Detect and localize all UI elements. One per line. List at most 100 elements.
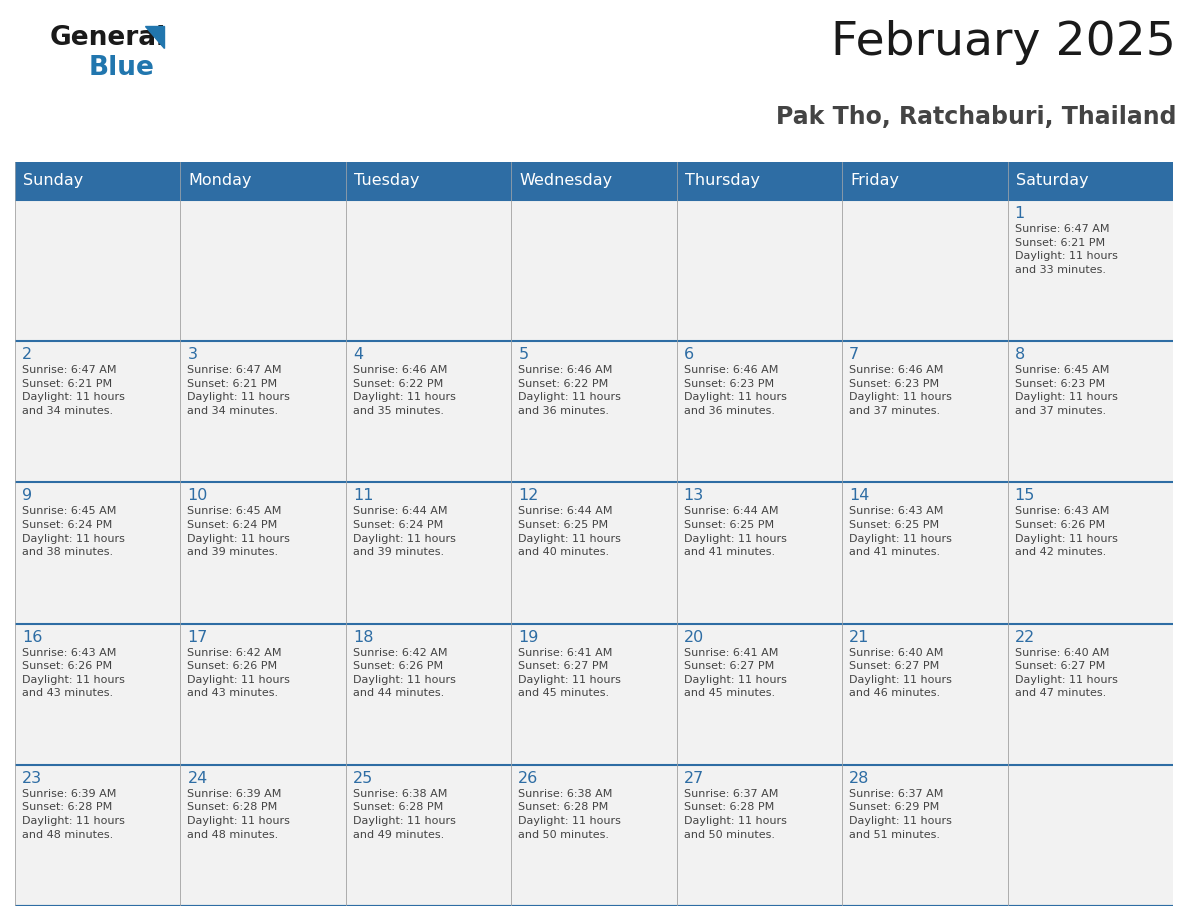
Bar	[842, 765, 1007, 906]
Bar	[346, 162, 511, 200]
Bar	[15, 162, 181, 200]
Bar	[181, 765, 346, 906]
Bar	[842, 200, 1007, 341]
Text: Sunrise: 6:45 AM
Sunset: 6:24 PM
Daylight: 11 hours
and 39 minutes.: Sunrise: 6:45 AM Sunset: 6:24 PM Dayligh…	[188, 507, 290, 557]
Bar	[677, 623, 842, 765]
Text: Sunrise: 6:43 AM
Sunset: 6:25 PM
Daylight: 11 hours
and 41 minutes.: Sunrise: 6:43 AM Sunset: 6:25 PM Dayligh…	[849, 507, 952, 557]
Text: Sunrise: 6:46 AM
Sunset: 6:22 PM
Daylight: 11 hours
and 36 minutes.: Sunrise: 6:46 AM Sunset: 6:22 PM Dayligh…	[518, 365, 621, 416]
Text: Sunrise: 6:37 AM
Sunset: 6:29 PM
Daylight: 11 hours
and 51 minutes.: Sunrise: 6:37 AM Sunset: 6:29 PM Dayligh…	[849, 789, 952, 840]
Bar	[181, 200, 346, 341]
Text: 4: 4	[353, 347, 364, 363]
Text: Sunrise: 6:43 AM
Sunset: 6:26 PM
Daylight: 11 hours
and 43 minutes.: Sunrise: 6:43 AM Sunset: 6:26 PM Dayligh…	[23, 647, 125, 699]
Text: 14: 14	[849, 488, 870, 503]
Text: 7: 7	[849, 347, 859, 363]
Text: Sunrise: 6:47 AM
Sunset: 6:21 PM
Daylight: 11 hours
and 34 minutes.: Sunrise: 6:47 AM Sunset: 6:21 PM Dayligh…	[23, 365, 125, 416]
Text: 26: 26	[518, 771, 538, 786]
Text: 13: 13	[684, 488, 704, 503]
Text: Sunrise: 6:42 AM
Sunset: 6:26 PM
Daylight: 11 hours
and 43 minutes.: Sunrise: 6:42 AM Sunset: 6:26 PM Dayligh…	[188, 647, 290, 699]
Bar	[511, 162, 677, 200]
Bar	[511, 623, 677, 765]
Text: Sunrise: 6:46 AM
Sunset: 6:23 PM
Daylight: 11 hours
and 36 minutes.: Sunrise: 6:46 AM Sunset: 6:23 PM Dayligh…	[684, 365, 786, 416]
Bar	[511, 200, 677, 341]
Text: Sunrise: 6:46 AM
Sunset: 6:22 PM
Daylight: 11 hours
and 35 minutes.: Sunrise: 6:46 AM Sunset: 6:22 PM Dayligh…	[353, 365, 456, 416]
Bar	[677, 482, 842, 623]
Text: Sunrise: 6:39 AM
Sunset: 6:28 PM
Daylight: 11 hours
and 48 minutes.: Sunrise: 6:39 AM Sunset: 6:28 PM Dayligh…	[188, 789, 290, 840]
Text: Blue: Blue	[89, 55, 154, 81]
Text: Saturday: Saturday	[1016, 174, 1088, 188]
Text: Sunrise: 6:38 AM
Sunset: 6:28 PM
Daylight: 11 hours
and 49 minutes.: Sunrise: 6:38 AM Sunset: 6:28 PM Dayligh…	[353, 789, 456, 840]
Text: Sunrise: 6:39 AM
Sunset: 6:28 PM
Daylight: 11 hours
and 48 minutes.: Sunrise: 6:39 AM Sunset: 6:28 PM Dayligh…	[23, 789, 125, 840]
Polygon shape	[145, 27, 164, 48]
Text: 10: 10	[188, 488, 208, 503]
Text: Sunrise: 6:38 AM
Sunset: 6:28 PM
Daylight: 11 hours
and 50 minutes.: Sunrise: 6:38 AM Sunset: 6:28 PM Dayligh…	[518, 789, 621, 840]
Text: 6: 6	[684, 347, 694, 363]
Text: Sunrise: 6:45 AM
Sunset: 6:24 PM
Daylight: 11 hours
and 38 minutes.: Sunrise: 6:45 AM Sunset: 6:24 PM Dayligh…	[23, 507, 125, 557]
Text: Sunrise: 6:42 AM
Sunset: 6:26 PM
Daylight: 11 hours
and 44 minutes.: Sunrise: 6:42 AM Sunset: 6:26 PM Dayligh…	[353, 647, 456, 699]
Text: 17: 17	[188, 630, 208, 644]
Bar	[15, 341, 181, 482]
Text: Sunrise: 6:43 AM
Sunset: 6:26 PM
Daylight: 11 hours
and 42 minutes.: Sunrise: 6:43 AM Sunset: 6:26 PM Dayligh…	[1015, 507, 1118, 557]
Text: Wednesday: Wednesday	[519, 174, 612, 188]
Text: Sunrise: 6:40 AM
Sunset: 6:27 PM
Daylight: 11 hours
and 46 minutes.: Sunrise: 6:40 AM Sunset: 6:27 PM Dayligh…	[849, 647, 952, 699]
Text: 21: 21	[849, 630, 870, 644]
Bar	[1007, 341, 1173, 482]
Bar	[1007, 765, 1173, 906]
Bar	[181, 623, 346, 765]
Text: Pak Tho, Ratchaburi, Thailand: Pak Tho, Ratchaburi, Thailand	[776, 105, 1176, 129]
Bar	[346, 765, 511, 906]
Text: Sunrise: 6:41 AM
Sunset: 6:27 PM
Daylight: 11 hours
and 45 minutes.: Sunrise: 6:41 AM Sunset: 6:27 PM Dayligh…	[518, 647, 621, 699]
Bar	[677, 765, 842, 906]
Text: Sunrise: 6:45 AM
Sunset: 6:23 PM
Daylight: 11 hours
and 37 minutes.: Sunrise: 6:45 AM Sunset: 6:23 PM Dayligh…	[1015, 365, 1118, 416]
Bar	[677, 200, 842, 341]
Text: Sunrise: 6:40 AM
Sunset: 6:27 PM
Daylight: 11 hours
and 47 minutes.: Sunrise: 6:40 AM Sunset: 6:27 PM Dayligh…	[1015, 647, 1118, 699]
Bar	[511, 765, 677, 906]
Text: 20: 20	[684, 630, 704, 644]
Text: Sunrise: 6:44 AM
Sunset: 6:24 PM
Daylight: 11 hours
and 39 minutes.: Sunrise: 6:44 AM Sunset: 6:24 PM Dayligh…	[353, 507, 456, 557]
Text: 8: 8	[1015, 347, 1025, 363]
Text: 19: 19	[518, 630, 538, 644]
Bar	[677, 341, 842, 482]
Bar	[346, 623, 511, 765]
Bar	[511, 482, 677, 623]
Text: Monday: Monday	[189, 174, 252, 188]
Text: 24: 24	[188, 771, 208, 786]
Text: Sunrise: 6:46 AM
Sunset: 6:23 PM
Daylight: 11 hours
and 37 minutes.: Sunrise: 6:46 AM Sunset: 6:23 PM Dayligh…	[849, 365, 952, 416]
Bar	[346, 482, 511, 623]
Text: 16: 16	[23, 630, 43, 644]
Bar	[15, 623, 181, 765]
Bar	[1007, 162, 1173, 200]
Text: Thursday: Thursday	[684, 174, 759, 188]
Text: Sunrise: 6:37 AM
Sunset: 6:28 PM
Daylight: 11 hours
and 50 minutes.: Sunrise: 6:37 AM Sunset: 6:28 PM Dayligh…	[684, 789, 786, 840]
Bar	[842, 162, 1007, 200]
Text: Sunrise: 6:44 AM
Sunset: 6:25 PM
Daylight: 11 hours
and 40 minutes.: Sunrise: 6:44 AM Sunset: 6:25 PM Dayligh…	[518, 507, 621, 557]
Bar	[346, 341, 511, 482]
Text: Sunrise: 6:47 AM
Sunset: 6:21 PM
Daylight: 11 hours
and 34 minutes.: Sunrise: 6:47 AM Sunset: 6:21 PM Dayligh…	[188, 365, 290, 416]
Bar	[842, 482, 1007, 623]
Text: General: General	[50, 25, 166, 51]
Text: Friday: Friday	[851, 174, 899, 188]
Bar	[511, 341, 677, 482]
Text: Sunrise: 6:47 AM
Sunset: 6:21 PM
Daylight: 11 hours
and 33 minutes.: Sunrise: 6:47 AM Sunset: 6:21 PM Dayligh…	[1015, 224, 1118, 274]
Text: 3: 3	[188, 347, 197, 363]
Text: Sunrise: 6:41 AM
Sunset: 6:27 PM
Daylight: 11 hours
and 45 minutes.: Sunrise: 6:41 AM Sunset: 6:27 PM Dayligh…	[684, 647, 786, 699]
Bar	[677, 162, 842, 200]
Text: 2: 2	[23, 347, 32, 363]
Text: Sunrise: 6:44 AM
Sunset: 6:25 PM
Daylight: 11 hours
and 41 minutes.: Sunrise: 6:44 AM Sunset: 6:25 PM Dayligh…	[684, 507, 786, 557]
Bar	[15, 482, 181, 623]
Text: 18: 18	[353, 630, 373, 644]
Text: 27: 27	[684, 771, 704, 786]
Bar	[346, 200, 511, 341]
Bar	[15, 765, 181, 906]
Bar	[1007, 623, 1173, 765]
Text: 9: 9	[23, 488, 32, 503]
Bar	[181, 482, 346, 623]
Text: 5: 5	[518, 347, 529, 363]
Bar	[15, 200, 181, 341]
Text: Tuesday: Tuesday	[354, 174, 419, 188]
Bar	[842, 623, 1007, 765]
Bar	[1007, 482, 1173, 623]
Text: 12: 12	[518, 488, 538, 503]
Text: 23: 23	[23, 771, 42, 786]
Bar	[181, 162, 346, 200]
Text: February 2025: February 2025	[832, 20, 1176, 65]
